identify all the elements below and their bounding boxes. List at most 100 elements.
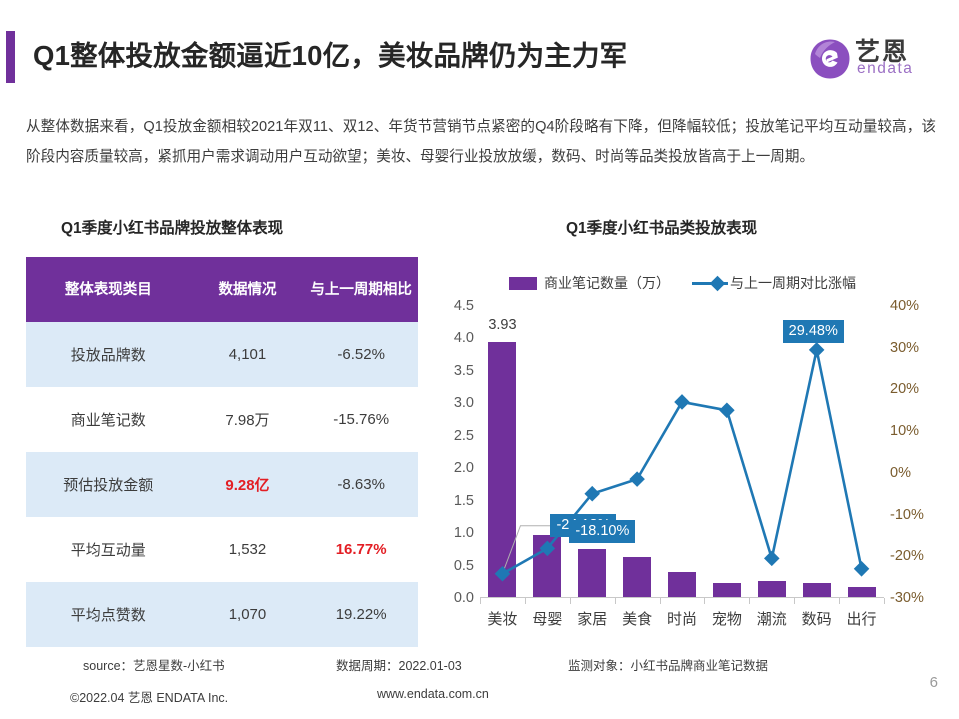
chart-baseline	[480, 597, 884, 598]
chart-bar	[757, 580, 786, 597]
line-value-callout: -18.10%	[569, 520, 636, 544]
page-header: Q1整体投放金额逼近10亿，美妆品牌仍为主力军 艺恩 endata	[0, 27, 959, 87]
row-change: 16.77%	[304, 517, 418, 582]
overall-performance-table: 整体表现类目 数据情况 与上一周期相比 投放品牌数 4,101 -6.52% 商…	[26, 257, 418, 647]
y-axis-tick-right: 20%	[890, 381, 920, 398]
x-axis-tick	[794, 598, 796, 604]
table-row: 预估投放金额 9.28亿 -8.63%	[26, 452, 418, 517]
row-category: 预估投放金额	[26, 452, 191, 517]
y-axis-tick-right: 0%	[890, 464, 911, 481]
y-axis-tick-right: -20%	[890, 548, 924, 565]
line-marker	[674, 394, 690, 410]
y-axis-tick-left: 0.5	[453, 557, 474, 574]
bar-value-label: 3.93	[488, 316, 517, 333]
y-axis-tick-left: 4.5	[453, 298, 474, 314]
table-header-value: 数据情况	[190, 257, 305, 322]
row-value: 1,070	[190, 582, 305, 647]
page-number: 6	[929, 674, 938, 691]
legend-line-label: 与上一周期对比涨幅	[730, 275, 856, 291]
logo-text-en: endata	[857, 60, 914, 77]
x-axis-tick	[480, 598, 481, 604]
row-change: -15.76%	[304, 387, 418, 452]
table-header-change: 与上一周期相比	[304, 257, 418, 322]
category-performance-chart: 0.0 0.5 1.0 1.5 2.0 2.5 3.0 3.5 4.0 4.5 -30% -20% -…	[436, 298, 936, 628]
chart-legend: 商业笔记数量（万） 与上一周期对比涨幅	[509, 273, 856, 293]
table-row: 投放品牌数 4,101 -6.52%	[26, 322, 418, 387]
row-value: 4,101	[190, 322, 305, 387]
x-axis-tick	[659, 598, 661, 604]
page-title: Q1整体投放金额逼近10亿，美妆品牌仍为主力军	[33, 40, 628, 71]
row-value: 9.28亿	[190, 452, 305, 517]
x-axis-tick	[524, 598, 526, 604]
legend-bar-swatch-icon	[509, 276, 537, 290]
x-axis-label: 潮流	[756, 611, 787, 628]
y-axis-tick-right: 10%	[890, 423, 920, 440]
x-axis-labels: 美妆 母婴 家居 美食 时尚 宠物 潮流 数码 出行	[480, 606, 884, 632]
y-axis-tick-left: 3.0	[453, 395, 474, 412]
x-axis-label: 美妆	[487, 611, 518, 628]
x-axis-label: 出行	[846, 611, 877, 628]
chart-bar	[802, 583, 831, 597]
x-axis-tick	[884, 598, 885, 604]
growth-line-series	[494, 342, 870, 582]
line-marker	[494, 565, 511, 582]
endata-logo-mark-icon	[810, 39, 850, 79]
chart-bar	[668, 572, 696, 597]
x-axis-label: 母婴	[532, 611, 563, 628]
y-axis-tick-left: 1.0	[453, 525, 474, 542]
table-row: 商业笔记数 7.98万 -15.76%	[26, 387, 418, 452]
table-row: 平均点赞数 1,070 19.22%	[26, 582, 418, 647]
summary-paragraph: 从整体数据来看，Q1投放金额相较2021年双11、双12、年货节营销节点紧密的Q…	[26, 119, 936, 165]
legend-item-line: 与上一周期对比涨幅	[692, 273, 856, 293]
footer-object: 监测对象：小红书品牌商业笔记数据	[568, 659, 769, 673]
y-axis-tick-right: 40%	[890, 298, 920, 314]
line-value-callout: 29.48%	[782, 319, 844, 343]
y-axis-tick-left: 0.0	[453, 590, 474, 606]
y-axis-tick-left: 3.5	[453, 362, 474, 379]
table-title: Q1季度小红书品牌投放整体表现	[61, 220, 284, 237]
chart-plot-area: 3.93-24.18%-18.10%29.48%	[480, 306, 885, 604]
y-axis-right: -30% -20% -10% 0% 10% 20% 30% 40%	[890, 298, 936, 606]
table-row: 平均互动量 1,532 16.77%	[26, 517, 418, 582]
x-axis-label: 家居	[577, 611, 608, 628]
title-accent-bar	[6, 31, 15, 83]
chart-title: Q1季度小红书品类投放表现	[566, 220, 758, 237]
x-axis-tick	[569, 598, 571, 604]
endata-logo: 艺恩 endata	[809, 30, 937, 86]
row-category: 平均点赞数	[26, 582, 191, 647]
row-change: 19.22%	[304, 582, 418, 647]
x-axis-tick	[839, 598, 841, 604]
row-category: 平均互动量	[26, 517, 191, 582]
chart-bar	[578, 548, 607, 597]
row-change: -8.63%	[304, 452, 418, 517]
y-axis-tick-left: 4.0	[453, 330, 474, 347]
x-axis-label: 宠物	[711, 611, 742, 628]
y-axis-tick-left: 2.0	[453, 460, 474, 477]
legend-bar-label: 商业笔记数量（万）	[544, 275, 670, 291]
x-axis-tick	[749, 598, 751, 604]
chart-bar	[623, 556, 652, 597]
table-header-category: 整体表现类目	[26, 257, 191, 322]
line-marker	[853, 561, 870, 577]
row-value: 1,532	[190, 517, 305, 582]
row-category: 投放品牌数	[26, 322, 191, 387]
logo-text-cn: 艺恩	[855, 38, 910, 66]
x-axis-tick	[614, 598, 616, 604]
line-marker	[719, 402, 735, 419]
x-axis-label: 时尚	[666, 611, 698, 628]
table-header-row: 整体表现类目 数据情况 与上一周期相比	[26, 257, 418, 322]
row-change: -6.52%	[304, 322, 418, 387]
chart-bar	[712, 582, 741, 597]
line-marker	[763, 550, 780, 567]
footer-source: source：艺恩星数-小红书	[83, 659, 225, 673]
footer-copyright: ©2022.04 艺恩 ENDATA Inc.	[70, 691, 229, 705]
x-axis-tick	[704, 598, 706, 604]
footer-period: 数据周期：2022.01-03	[336, 659, 462, 673]
row-category: 商业笔记数	[26, 387, 191, 452]
x-axis-label: 美食	[622, 611, 653, 628]
footer-url[interactable]: www.endata.com.cn	[377, 687, 489, 701]
y-axis-tick-right: -10%	[890, 506, 924, 523]
chart-bar	[488, 342, 517, 597]
line-marker	[629, 471, 645, 487]
y-axis-tick-left: 2.5	[453, 427, 474, 444]
